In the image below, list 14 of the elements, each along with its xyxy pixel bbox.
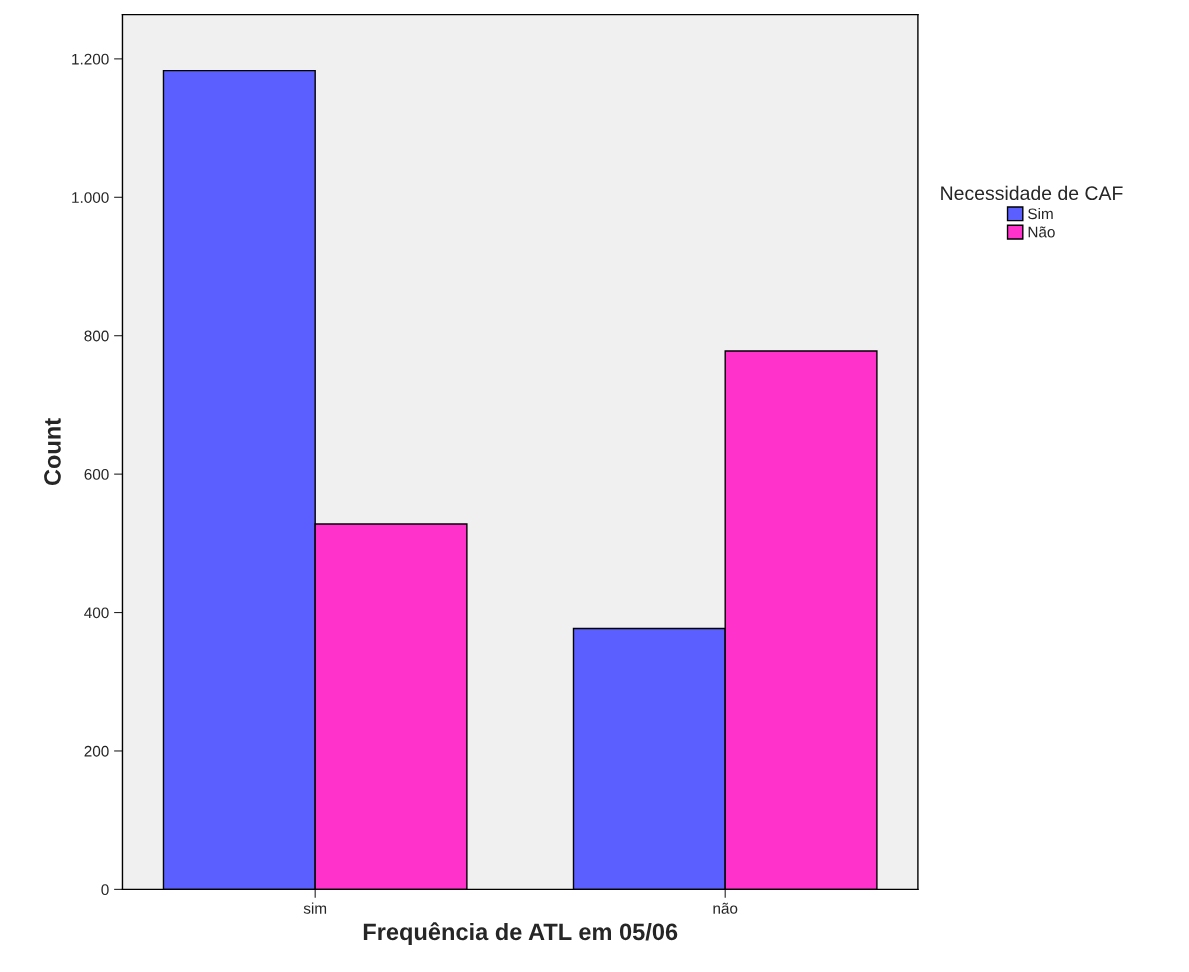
legend-title: Necessidade de CAF	[941, 185, 1123, 201]
y-tick-label: 600	[84, 468, 109, 480]
x-tick-label: não	[713, 902, 738, 914]
y-tick-label: 0	[101, 884, 109, 896]
y-tick-label: 1.000	[72, 192, 109, 203]
legend-label: Não	[1028, 226, 1055, 238]
x-axis-title: Frequência de ATL em 05/06	[363, 922, 678, 945]
y-axis-title: Count	[44, 418, 61, 486]
y-tick-label: 800	[84, 330, 109, 342]
x-tick-label: sim	[303, 902, 327, 914]
y-tick-label: 1.200	[72, 53, 109, 65]
legend-label: Sim	[1028, 207, 1053, 220]
y-tick-label: 400	[84, 607, 109, 619]
y-tick-label: 200	[84, 745, 109, 757]
